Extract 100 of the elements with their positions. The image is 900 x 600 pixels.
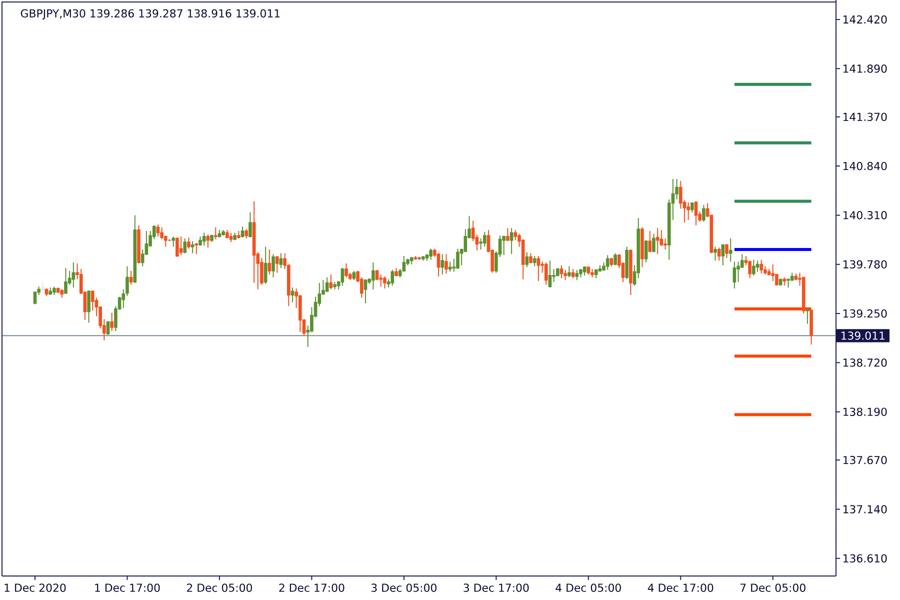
y-tick-label: 139.780 <box>843 260 887 268</box>
candlestick <box>690 202 694 213</box>
candlestick <box>244 228 248 239</box>
candlestick <box>390 269 394 286</box>
candlestick <box>760 259 763 274</box>
candlestick <box>752 259 756 276</box>
candlestick <box>702 204 706 222</box>
x-tick-label: 1 Dec 2020 <box>4 584 66 592</box>
y-tick-label: 137.670 <box>843 456 887 464</box>
candlestick <box>575 269 579 281</box>
candlestick <box>440 254 444 276</box>
candlestick <box>594 269 598 279</box>
candlestick <box>579 268 582 278</box>
candlestick <box>129 270 133 286</box>
candlestick <box>568 266 571 278</box>
candlestick <box>60 288 64 298</box>
candlestick <box>714 246 717 262</box>
y-tick-label: 138.720 <box>843 358 887 367</box>
x-tick-label: 7 Dec 05:00 <box>740 584 806 592</box>
candlestick <box>728 238 732 262</box>
candlestick <box>372 262 375 290</box>
candlestick <box>340 268 344 286</box>
candlestick <box>218 230 222 238</box>
candlestick <box>190 240 194 254</box>
candlestick <box>202 232 206 246</box>
x-tick-label: 4 Dec 17:00 <box>648 584 714 592</box>
candlestick <box>364 278 368 304</box>
candlestick <box>240 226 244 238</box>
candlestick <box>544 262 548 286</box>
candlestick <box>586 266 590 276</box>
candlestick <box>210 234 214 243</box>
candlestick <box>448 261 452 272</box>
candlestick <box>732 261 736 289</box>
x-tick-label: 3 Dec 17:00 <box>464 584 529 592</box>
candlestick <box>625 246 628 280</box>
candlestick <box>333 281 336 290</box>
candlestick <box>614 252 617 266</box>
candlestick <box>233 232 236 241</box>
candlestick <box>548 260 552 288</box>
candlestick <box>44 288 48 296</box>
candlestick <box>179 236 183 256</box>
candlestick <box>48 287 52 296</box>
candlestick <box>529 252 532 264</box>
candlestick <box>106 321 110 336</box>
candlestick <box>344 262 348 278</box>
candlestick <box>418 256 421 260</box>
candlestick <box>279 252 283 269</box>
candlestick <box>110 312 114 332</box>
candlestick <box>64 268 68 295</box>
candlestick <box>694 200 698 226</box>
candlestick <box>156 224 160 238</box>
candlestick <box>41 280 44 292</box>
candlestick <box>510 228 514 255</box>
candlestick <box>237 230 240 239</box>
x-tick-label: 1 Dec 17:00 <box>95 584 160 592</box>
candlestick <box>329 274 333 290</box>
candlestick <box>214 226 218 240</box>
candlestick <box>640 226 644 268</box>
candlestick <box>532 255 536 267</box>
candlestick <box>656 228 660 255</box>
candlestick <box>87 290 90 324</box>
candlestick <box>133 214 137 284</box>
candlestick <box>525 252 529 268</box>
candlestick <box>502 235 506 256</box>
candlestick <box>725 243 728 258</box>
candlestick <box>229 232 233 243</box>
candlestick <box>717 247 721 262</box>
candlestick <box>644 240 648 263</box>
candlestick <box>137 224 140 264</box>
candlestick <box>187 236 190 250</box>
candlestick <box>429 248 432 260</box>
candlestick <box>748 260 752 279</box>
candlestick <box>564 269 567 281</box>
x-tick-label: 2 Dec 05:00 <box>186 584 252 592</box>
candlestick <box>810 310 813 345</box>
candlestick <box>410 256 414 265</box>
candlestick <box>226 230 229 239</box>
candlestick <box>560 264 564 279</box>
candlestick <box>379 274 383 288</box>
y-tick-label: 141.890 <box>843 64 887 73</box>
candlestick <box>52 286 56 296</box>
x-tick-label: 4 Dec 05:00 <box>556 584 621 592</box>
candlestick <box>536 255 540 282</box>
candlestick <box>456 248 460 270</box>
y-tick-label: 140.840 <box>843 162 887 170</box>
candlestick <box>422 255 425 262</box>
candlestick <box>482 231 486 248</box>
candlestick <box>275 255 279 274</box>
candlestick <box>352 270 356 281</box>
candlestick <box>652 233 656 253</box>
candlestick <box>606 254 610 270</box>
candlestick <box>506 228 510 242</box>
candlestick <box>198 236 202 246</box>
candlestick <box>248 212 252 238</box>
candlestick <box>383 276 386 289</box>
candlestick <box>648 230 652 253</box>
candlestick <box>194 242 198 255</box>
text: GBPJPY,M30 139.286 139.287 138.916 139.011 <box>20 9 280 20</box>
candlestick <box>436 252 440 277</box>
candlestick <box>394 268 398 277</box>
